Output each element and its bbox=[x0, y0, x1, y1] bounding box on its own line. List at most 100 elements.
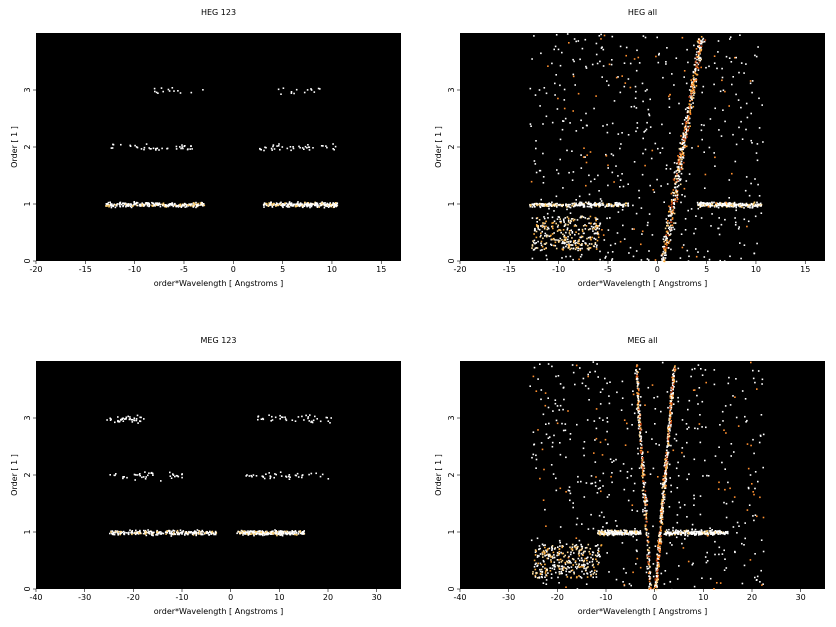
event-point bbox=[665, 466, 667, 469]
event-points bbox=[106, 414, 332, 537]
event-point bbox=[684, 531, 687, 534]
event-point bbox=[669, 402, 671, 405]
event-point bbox=[662, 259, 664, 261]
event-point bbox=[543, 216, 545, 218]
event-point bbox=[575, 40, 577, 43]
event-point bbox=[667, 214, 670, 217]
event-point bbox=[550, 243, 552, 246]
event-point bbox=[665, 460, 667, 462]
event-point bbox=[588, 205, 590, 208]
event-point bbox=[173, 533, 176, 535]
event-point bbox=[612, 154, 615, 157]
event-point bbox=[736, 532, 738, 534]
event-point bbox=[249, 530, 251, 533]
event-point bbox=[330, 205, 333, 207]
event-point bbox=[684, 146, 687, 148]
event-point bbox=[175, 148, 178, 150]
event-point bbox=[109, 204, 112, 206]
event-point bbox=[603, 239, 606, 241]
event-point bbox=[666, 183, 669, 185]
event-point bbox=[153, 531, 155, 534]
event-point bbox=[542, 182, 545, 184]
event-point bbox=[597, 236, 600, 239]
event-point bbox=[709, 118, 712, 120]
event-point bbox=[746, 204, 748, 206]
event-point bbox=[181, 473, 183, 476]
event-point bbox=[545, 579, 548, 581]
event-point bbox=[115, 204, 118, 207]
event-point bbox=[667, 442, 670, 445]
event-point bbox=[709, 204, 711, 207]
event-point bbox=[580, 216, 583, 219]
event-point bbox=[680, 160, 683, 163]
event-point bbox=[597, 487, 600, 490]
event-point bbox=[666, 451, 669, 454]
event-point bbox=[559, 64, 562, 67]
event-point bbox=[703, 256, 706, 258]
event-point bbox=[312, 147, 314, 149]
event-point bbox=[641, 457, 644, 459]
event-point bbox=[669, 234, 671, 236]
event-point bbox=[635, 532, 637, 535]
event-point bbox=[724, 90, 726, 93]
event-point bbox=[126, 203, 128, 206]
event-point bbox=[254, 530, 257, 533]
event-point bbox=[570, 244, 573, 246]
event-point bbox=[189, 531, 192, 533]
x-tick-label: -20 bbox=[127, 593, 140, 602]
event-point bbox=[700, 36, 703, 38]
event-point bbox=[641, 475, 643, 477]
event-point bbox=[637, 407, 640, 409]
event-point bbox=[631, 504, 634, 506]
event-point bbox=[284, 202, 286, 204]
event-point bbox=[599, 258, 601, 261]
event-point bbox=[665, 467, 667, 470]
event-point bbox=[288, 202, 291, 204]
event-point bbox=[673, 369, 676, 372]
event-point bbox=[684, 108, 687, 111]
event-point bbox=[172, 529, 175, 532]
event-point bbox=[577, 40, 580, 42]
event-point bbox=[569, 122, 571, 124]
event-point bbox=[543, 217, 546, 220]
event-point bbox=[627, 78, 630, 80]
event-point bbox=[619, 179, 622, 181]
event-point bbox=[245, 532, 247, 534]
event-point bbox=[292, 147, 295, 150]
event-point bbox=[678, 501, 680, 504]
event-point bbox=[127, 532, 130, 535]
event-point bbox=[583, 441, 586, 443]
event-point bbox=[606, 217, 608, 220]
event-point bbox=[717, 206, 720, 209]
event-point bbox=[529, 205, 532, 208]
event-point bbox=[741, 582, 744, 585]
event-point bbox=[170, 477, 173, 479]
event-point bbox=[137, 422, 139, 424]
event-point bbox=[749, 474, 752, 476]
event-point bbox=[241, 532, 243, 534]
event-point bbox=[536, 554, 539, 557]
event-point bbox=[595, 437, 598, 440]
event-point bbox=[664, 472, 666, 475]
event-point bbox=[690, 79, 692, 81]
event-point bbox=[544, 508, 546, 511]
event-point bbox=[611, 171, 614, 174]
event-point bbox=[329, 422, 331, 424]
x-tick-label: 5 bbox=[280, 265, 285, 274]
event-point bbox=[663, 260, 666, 263]
event-point bbox=[602, 125, 604, 127]
event-point bbox=[122, 477, 124, 480]
event-point bbox=[677, 168, 679, 170]
event-point bbox=[689, 100, 691, 102]
event-point bbox=[680, 135, 682, 137]
event-point bbox=[336, 202, 339, 204]
event-point bbox=[687, 125, 689, 128]
event-point bbox=[542, 176, 545, 178]
event-point bbox=[700, 204, 702, 206]
event-point bbox=[604, 257, 606, 259]
event-point bbox=[200, 533, 202, 536]
event-point bbox=[677, 396, 679, 399]
event-point bbox=[595, 205, 597, 207]
event-point bbox=[697, 69, 700, 71]
event-point bbox=[643, 500, 646, 503]
